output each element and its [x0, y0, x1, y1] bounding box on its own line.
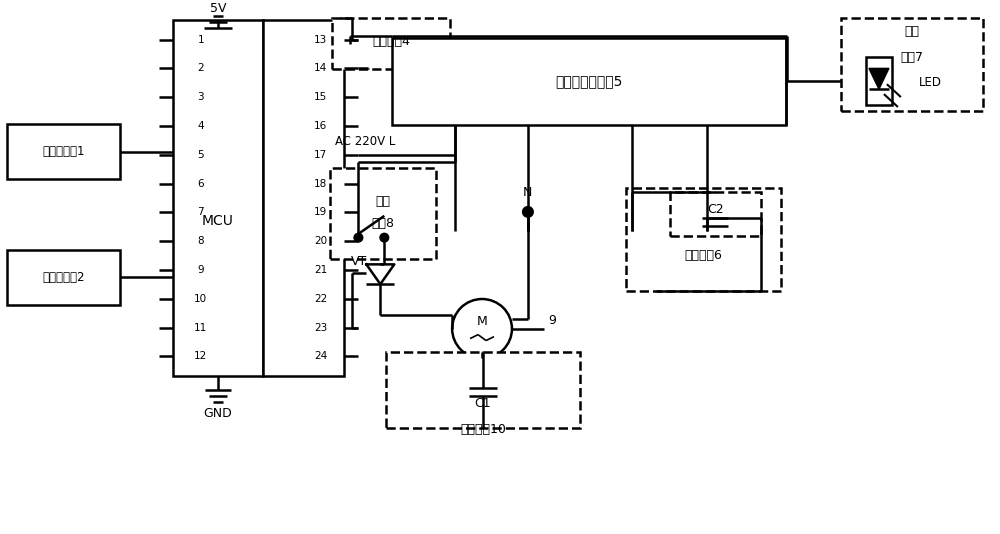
Text: 20: 20 [314, 236, 327, 246]
Text: 23: 23 [314, 323, 327, 333]
Text: VT: VT [350, 255, 367, 268]
Text: 4: 4 [198, 121, 204, 131]
Text: 9: 9 [548, 315, 556, 327]
Text: 10: 10 [194, 294, 207, 304]
Text: AC 220V L: AC 220V L [335, 136, 396, 148]
Text: 13: 13 [314, 35, 327, 45]
Text: 22: 22 [314, 294, 327, 304]
Text: 油烟传感器1: 油烟传感器1 [42, 145, 85, 158]
Bar [841, 18, 983, 111]
Circle shape [523, 207, 533, 217]
Text: MCU: MCU [202, 214, 234, 228]
Text: 开关8: 开关8 [372, 217, 395, 230]
Text: 19: 19 [314, 207, 327, 217]
Text: 17: 17 [314, 150, 327, 160]
Bar [392, 38, 786, 125]
Polygon shape [869, 68, 889, 89]
Text: M: M [477, 315, 487, 328]
Text: C2: C2 [707, 203, 724, 216]
Text: 模块7: 模块7 [900, 51, 923, 64]
Text: 照明: 照明 [904, 25, 919, 38]
Bar [866, 58, 892, 105]
Text: 7: 7 [198, 207, 204, 217]
Text: 充放电管理模块5: 充放电管理模块5 [555, 74, 622, 88]
Bar [626, 188, 781, 291]
Circle shape [355, 234, 362, 241]
Text: 启动模块10: 启动模块10 [460, 423, 506, 436]
Text: 8: 8 [198, 236, 204, 246]
Text: 14: 14 [314, 64, 327, 74]
Text: 12: 12 [194, 351, 207, 362]
Text: 11: 11 [194, 323, 207, 333]
Text: 蓄能模块6: 蓄能模块6 [684, 249, 722, 262]
Bar [173, 20, 263, 376]
Text: 15: 15 [314, 92, 327, 103]
Bar [386, 352, 580, 428]
Text: 9: 9 [198, 265, 204, 275]
Text: 2: 2 [198, 64, 204, 74]
Circle shape [381, 234, 388, 241]
Text: 1: 1 [198, 35, 204, 45]
Bar [7, 249, 120, 305]
Text: C1: C1 [475, 397, 491, 411]
Bar [330, 168, 436, 260]
Bar [332, 18, 450, 69]
Text: 5V: 5V [210, 3, 226, 15]
Text: 控制: 控制 [376, 194, 391, 208]
Text: 21: 21 [314, 265, 327, 275]
Text: 18: 18 [314, 179, 327, 189]
Text: GND: GND [203, 407, 232, 420]
Text: N: N [523, 186, 533, 199]
Text: 3: 3 [198, 92, 204, 103]
Text: 16: 16 [314, 121, 327, 131]
Text: LED: LED [919, 76, 942, 89]
Text: 6: 6 [198, 179, 204, 189]
Bar [7, 124, 120, 179]
Bar [263, 20, 344, 376]
Bar [670, 192, 761, 235]
Text: 亮度传感器2: 亮度传感器2 [42, 271, 85, 284]
Text: 通讯模块4: 通讯模块4 [372, 35, 410, 48]
Text: 5: 5 [198, 150, 204, 160]
Text: 24: 24 [314, 351, 327, 362]
